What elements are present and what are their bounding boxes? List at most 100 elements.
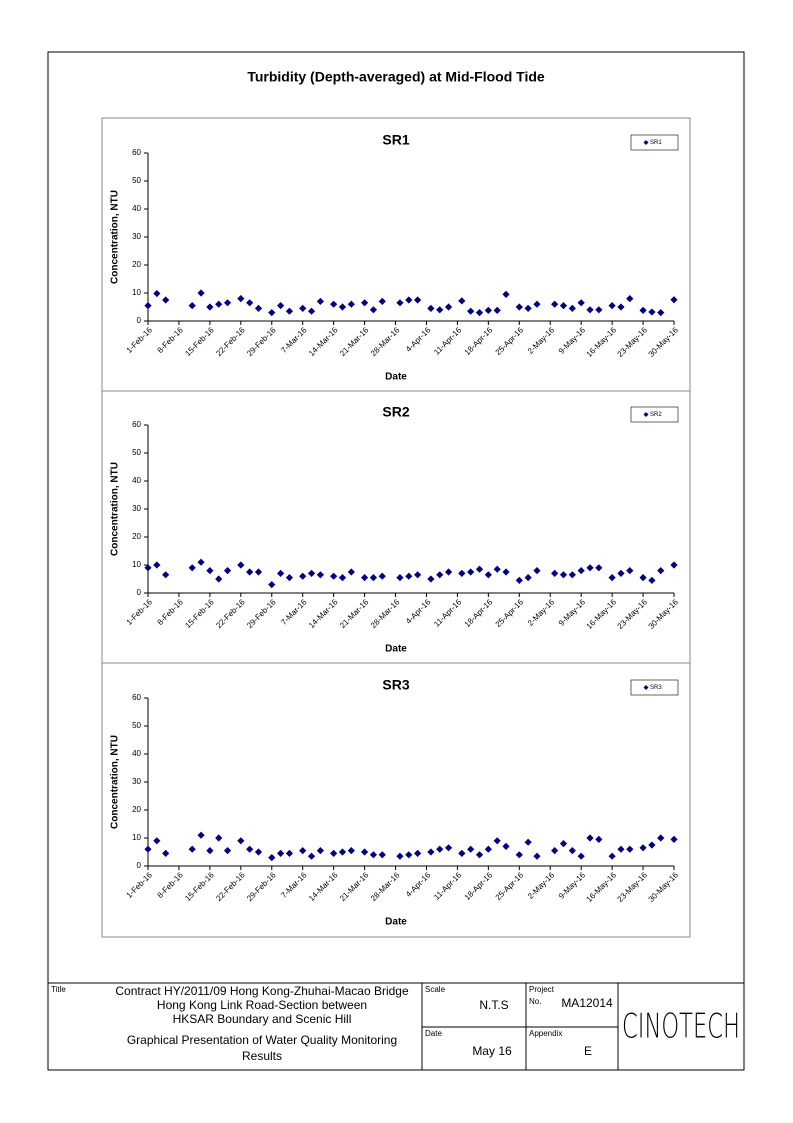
x-tick-label: 4-Apr-16 <box>404 325 433 354</box>
y-tick-label: 40 <box>132 204 141 213</box>
x-tick-label: 22-Feb-16 <box>214 597 247 630</box>
data-point <box>484 571 492 579</box>
data-point <box>206 847 214 855</box>
y-tick-label: 50 <box>132 448 141 457</box>
data-point <box>639 574 647 582</box>
x-tick-label: 7-Mar-16 <box>279 597 309 627</box>
data-point <box>153 837 161 845</box>
logo: CINOTECH <box>622 1007 740 1047</box>
data-point <box>307 307 316 315</box>
x-tick-label: 28-Mar-16 <box>369 325 402 358</box>
data-point <box>369 306 378 314</box>
data-point <box>595 564 603 572</box>
scale: N.T.S <box>479 998 508 1012</box>
data-point <box>524 838 532 846</box>
data-point <box>360 299 369 307</box>
description-line: Results <box>242 1049 282 1063</box>
data-point <box>405 572 413 580</box>
data-point <box>444 568 453 576</box>
data-point <box>338 303 347 311</box>
data-point <box>246 568 254 576</box>
x-tick-label: 9-May-16 <box>557 597 588 628</box>
data-point <box>577 299 585 307</box>
data-point <box>559 840 568 848</box>
y-tick-label: 30 <box>132 504 141 513</box>
data-point <box>277 302 285 310</box>
data-point <box>551 569 559 577</box>
data-point <box>493 837 501 845</box>
data-point <box>223 299 232 307</box>
data-point <box>162 571 170 579</box>
data-point <box>254 568 263 576</box>
data-point <box>559 302 568 310</box>
y-tick-label: 0 <box>137 861 142 870</box>
data-point <box>577 567 585 575</box>
data-point <box>396 852 404 860</box>
data-point <box>153 289 161 298</box>
data-point <box>206 303 214 311</box>
data-point <box>285 307 294 315</box>
data-point <box>475 851 484 859</box>
description-line: Graphical Presentation of Water Quality … <box>127 1033 397 1047</box>
x-tick-label: 15-Feb-16 <box>183 325 216 358</box>
data-point <box>559 571 568 579</box>
x-tick-label: 29-Feb-16 <box>245 325 278 358</box>
footer: Title Contract HY/2011/09 Hong Kong-Zhuh… <box>47 982 745 1071</box>
data-point <box>568 571 576 579</box>
data-point <box>316 571 324 579</box>
appendix-label: Appendix <box>529 1029 562 1038</box>
data-point <box>347 300 355 308</box>
x-tick-label: 30-May-16 <box>646 597 680 631</box>
y-tick-label: 10 <box>132 560 141 569</box>
data-point <box>215 300 223 308</box>
data-point <box>458 569 466 577</box>
data-point <box>268 854 276 862</box>
x-tick-label: 28-Mar-16 <box>369 870 402 903</box>
x-tick-label: 30-May-16 <box>646 870 680 904</box>
data-point <box>657 309 665 317</box>
legend-marker <box>643 140 649 145</box>
y-tick-label: 60 <box>132 148 141 157</box>
y-axis-label: Concentration, NTU <box>110 190 121 284</box>
x-tick-label: 8-Feb-16 <box>156 597 186 627</box>
legend-label: SR1 <box>650 140 662 146</box>
data-point <box>467 307 475 315</box>
x-tick-label: 8-Feb-16 <box>156 870 186 900</box>
legend: SR1 <box>630 134 679 151</box>
data-point <box>360 848 369 856</box>
data-point <box>608 852 616 860</box>
data-point <box>307 569 316 577</box>
x-tick-label: 7-Mar-16 <box>279 870 309 900</box>
data-point <box>639 306 647 314</box>
data-point <box>436 845 444 853</box>
data-point <box>285 849 294 857</box>
y-tick-label: 40 <box>132 749 141 758</box>
data-point <box>144 302 152 310</box>
data-point <box>467 845 475 853</box>
chart-title: SR3 <box>382 677 409 693</box>
data-point <box>524 304 532 312</box>
y-axis-label: Concentration, NTU <box>110 462 121 556</box>
page-title: Turbidity (Depth-averaged) at Mid-Flood … <box>247 69 545 85</box>
data-point <box>427 575 435 583</box>
data-point <box>551 300 559 308</box>
data-point <box>617 569 625 577</box>
data-point <box>215 834 223 842</box>
data-point <box>197 289 205 297</box>
x-tick-label: 23-May-16 <box>616 325 650 359</box>
x-tick-label: 28-Mar-16 <box>369 597 402 630</box>
data-point <box>595 835 603 843</box>
data-point <box>378 572 386 580</box>
appendix: E <box>584 1044 592 1058</box>
y-tick-label: 10 <box>132 288 141 297</box>
data-point <box>378 851 386 859</box>
data-point <box>670 561 678 569</box>
data-point <box>299 572 307 580</box>
contract-line: Contract HY/2011/09 Hong Kong-Zhuhai-Mac… <box>115 984 409 998</box>
data-point <box>586 834 594 842</box>
data-point <box>626 845 634 853</box>
data-point <box>493 565 501 573</box>
x-tick-label: 22-Feb-16 <box>214 325 247 358</box>
legend-marker <box>643 412 649 417</box>
